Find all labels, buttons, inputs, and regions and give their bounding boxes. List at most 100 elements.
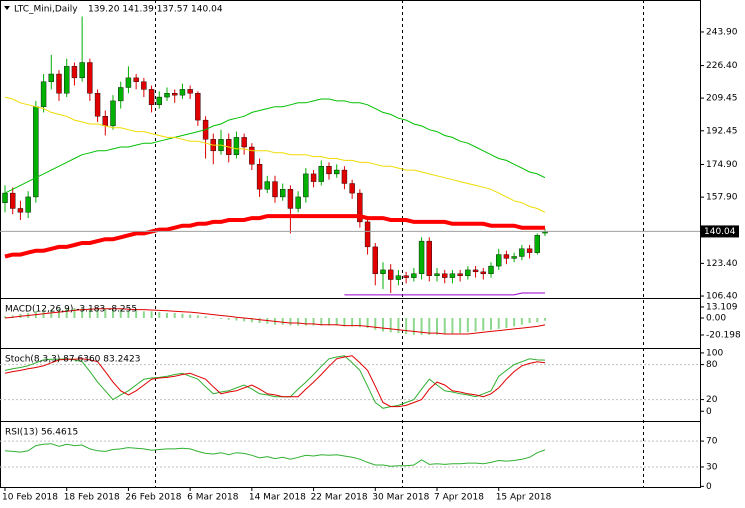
indicator-title: RSI(13) 56.4615 <box>5 428 78 438</box>
histogram-bar <box>204 316 207 318</box>
candle-body <box>403 275 409 278</box>
histogram-bar <box>150 311 153 318</box>
candle-body <box>434 273 440 276</box>
candle-body <box>287 189 294 209</box>
candle-body <box>2 192 8 203</box>
histogram-bar <box>73 307 76 318</box>
x-tick-label: 15 Apr 2018 <box>496 493 552 503</box>
indicator-line <box>344 292 545 296</box>
histogram-bar <box>173 312 176 318</box>
histogram-bar <box>235 317 238 321</box>
histogram-bar <box>459 317 462 334</box>
x-tick-label: 26 Feb 2018 <box>125 493 181 503</box>
indicator-line <box>4 355 546 408</box>
histogram-bar <box>428 317 431 335</box>
candle-body <box>303 173 309 198</box>
candle-body <box>426 240 432 276</box>
candle-body <box>156 96 162 105</box>
candle-body <box>364 221 371 248</box>
histogram-bar <box>220 317 222 319</box>
histogram-bar <box>505 317 508 329</box>
quote: 139.20 141.39 137.57 140.04 <box>88 5 223 15</box>
y-tick-label: 192.45 <box>706 126 738 136</box>
candle-body <box>496 254 502 267</box>
histogram-bar <box>328 317 330 326</box>
candle-body <box>310 173 317 182</box>
candle-body <box>256 164 263 190</box>
histogram-bar <box>374 317 377 330</box>
histogram-bar <box>243 317 246 322</box>
histogram-bar <box>142 311 145 318</box>
chart-title: LTC_Mini,Daily <box>14 5 78 15</box>
indicator-line <box>4 355 546 409</box>
histogram-bar <box>297 317 300 326</box>
candle-body <box>48 73 54 82</box>
candle-body <box>526 248 533 253</box>
histogram-bar <box>50 309 53 318</box>
candle-body <box>488 265 494 274</box>
x-tick-label: 7 Apr 2018 <box>434 493 484 503</box>
x-tick-label: 6 Mar 2018 <box>187 493 239 503</box>
histogram-bar <box>513 317 516 327</box>
candle-body <box>264 181 270 190</box>
x-tick-label: 14 Mar 2018 <box>249 493 306 503</box>
candle-body <box>10 192 16 209</box>
histogram-bar <box>520 317 523 325</box>
candle-body <box>326 166 332 175</box>
histogram-bar <box>366 317 369 329</box>
histogram-bar <box>127 310 130 318</box>
candle-body <box>411 273 417 278</box>
candle-body <box>388 269 394 280</box>
histogram-bar <box>389 317 392 333</box>
histogram-bar <box>81 307 84 318</box>
histogram-bar <box>490 317 492 330</box>
candle-body <box>249 146 255 165</box>
histogram-bar <box>351 317 354 327</box>
y-tick-label: 100 <box>706 348 723 358</box>
y-tick-label: 243.90 <box>706 27 738 37</box>
histogram-bar <box>358 317 361 328</box>
header-icon <box>4 6 10 10</box>
x-tick-label: 22 Mar 2018 <box>311 493 368 503</box>
histogram-bar <box>135 310 138 318</box>
candle-body <box>133 77 139 82</box>
histogram-bar <box>65 307 68 318</box>
x-tick-label: 18 Feb 2018 <box>64 493 120 503</box>
candle-body <box>187 89 193 94</box>
histogram-bar <box>335 317 338 326</box>
candle-body <box>318 166 324 182</box>
y-tick-label: 209.45 <box>706 94 738 104</box>
histogram-bar <box>436 317 438 335</box>
candle-body <box>534 235 540 253</box>
histogram-bar <box>474 317 477 332</box>
histogram-bar <box>58 308 60 318</box>
histogram-bar <box>250 317 253 323</box>
candle-body <box>472 269 479 273</box>
histogram-bar <box>443 317 446 334</box>
histogram-bar <box>320 317 323 326</box>
indicator-line <box>4 443 546 467</box>
histogram-bar <box>536 317 539 323</box>
histogram-bar <box>158 312 161 318</box>
histogram-bar <box>544 317 546 321</box>
histogram-bar <box>451 317 454 334</box>
indicator-line <box>4 96 546 213</box>
candle-body <box>449 273 456 278</box>
candle-body <box>179 89 186 96</box>
indicator-line <box>4 308 546 335</box>
candle-body <box>380 269 386 274</box>
histogram-bar <box>482 317 485 331</box>
candle-body <box>164 93 170 98</box>
candle-body <box>40 81 47 107</box>
candle-body <box>503 254 510 259</box>
histogram-bar <box>227 317 230 320</box>
y-tick-label: 0 <box>706 482 712 492</box>
candle-body <box>33 106 39 198</box>
candle-body <box>79 62 85 79</box>
histogram-bar <box>397 317 400 334</box>
histogram-bar <box>497 317 500 329</box>
candle-body <box>148 89 155 105</box>
histogram-bar <box>289 317 292 326</box>
histogram-bar <box>466 317 469 333</box>
